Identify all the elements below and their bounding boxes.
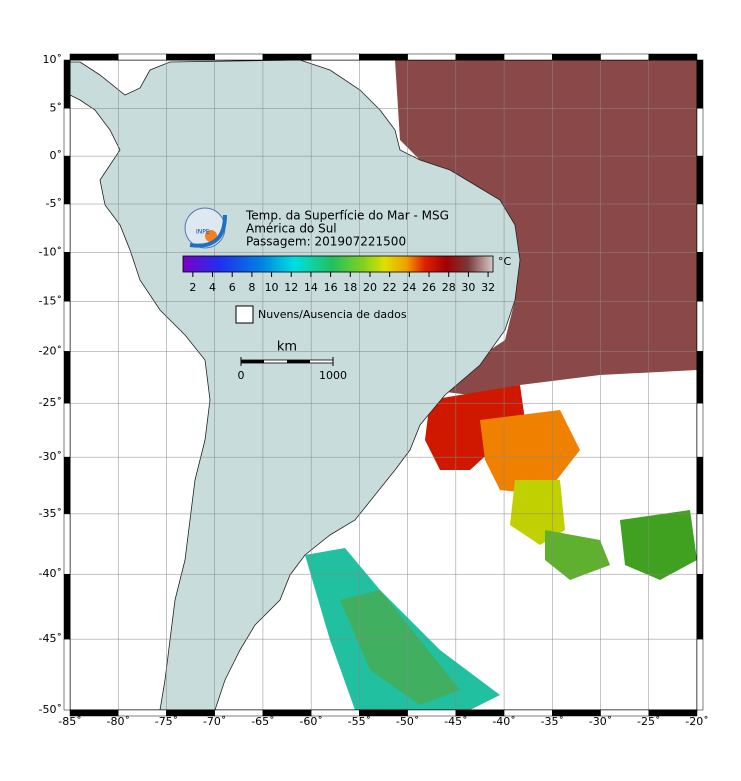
lat-tick-label: 0˚ [50, 149, 63, 162]
lon-tick-label: -65˚ [251, 715, 274, 728]
frame-segment [310, 53, 360, 61]
colorbar-tick-label: 24 [402, 281, 416, 294]
logo-text: INPE [196, 229, 210, 236]
frame-segment [69, 53, 119, 61]
frame-segment [696, 108, 704, 157]
frame-segment [648, 709, 698, 717]
lat-tick-label: 5˚ [50, 101, 63, 114]
frame-segment [696, 573, 704, 640]
scale-bar-segment [241, 360, 264, 363]
frame-segment [214, 53, 264, 61]
lon-tick-label: -60˚ [299, 715, 322, 728]
frame-segment [63, 252, 71, 302]
lat-tick-label: -10˚ [39, 245, 62, 258]
lon-tick-label: -50˚ [396, 715, 419, 728]
frame-segment [63, 59, 71, 109]
frame-segment [63, 301, 71, 352]
lon-tick-label: -40˚ [492, 715, 515, 728]
colorbar-tick-label: 14 [304, 281, 318, 294]
lon-tick-label: -35˚ [541, 715, 564, 728]
sst-field [305, 60, 697, 710]
lon-tick-label: -85˚ [58, 715, 81, 728]
colorbar-tick-label: 8 [248, 281, 255, 294]
frame-segment [648, 53, 698, 61]
frame-segment [696, 513, 704, 575]
frame-segment [696, 402, 704, 458]
colorbar-tick-label: 12 [284, 281, 298, 294]
scale-unit: km [277, 340, 297, 355]
lon-tick-label: -20˚ [685, 715, 708, 728]
lon-tick-label: -80˚ [106, 715, 129, 728]
frame-segment [63, 456, 71, 515]
frame-segment [63, 513, 71, 575]
frame-segment [407, 53, 457, 61]
scale-bar-segment [287, 360, 310, 363]
title-line: América do Sul [246, 222, 337, 236]
lat-tick-label: -45˚ [39, 632, 62, 645]
frame-segment [696, 301, 704, 352]
colorbar-tick-label: 18 [343, 281, 357, 294]
frame-segment [63, 108, 71, 157]
lat-tick-label: -35˚ [39, 507, 62, 520]
logo: INPE [184, 207, 227, 249]
frame-segment [696, 351, 704, 404]
lat-tick-label: -40˚ [39, 567, 62, 580]
lon-tick-label: -45˚ [444, 715, 467, 728]
frame-segment [166, 53, 215, 61]
frame-segment [696, 252, 704, 302]
colorbar-tick-label: 32 [481, 281, 495, 294]
lat-tick-label: 10˚ [43, 53, 63, 66]
lon-tick-label: -75˚ [155, 715, 178, 728]
lon-tick-label: -30˚ [589, 715, 612, 728]
frame-segment [262, 53, 312, 61]
frame-segment [696, 155, 704, 205]
colorbar-tick-label: 30 [461, 281, 475, 294]
colorbar-tick-label: 6 [229, 281, 236, 294]
frame-segment [696, 456, 704, 515]
lon-tick-label: -25˚ [637, 715, 660, 728]
lat-tick-label: -20˚ [39, 344, 62, 357]
frame-segment [600, 53, 650, 61]
colorbar-unit: °C [498, 255, 512, 268]
frame-segment [63, 155, 71, 205]
colorbar [182, 255, 494, 273]
colorbar-tick-label: 26 [422, 281, 436, 294]
scale-tick-label: 1000 [319, 369, 347, 382]
colorbar-tick-label: 20 [363, 281, 377, 294]
frame-segment [696, 59, 704, 109]
frame-segment [503, 53, 553, 61]
title-line: Temp. da Superfície do Mar - MSG [245, 209, 449, 223]
frame-segment [696, 203, 704, 253]
lat-tick-label: -5˚ [46, 197, 62, 210]
colorbar-tick-label: 22 [383, 281, 397, 294]
frame-segment [359, 53, 408, 61]
colorbar-tick-label: 16 [324, 281, 338, 294]
lon-tick-label: -70˚ [203, 715, 226, 728]
frame-segment [455, 53, 505, 61]
scale-tick-label: 0 [238, 369, 245, 382]
frame-segment [552, 53, 601, 61]
colorbar-tick-label: 28 [442, 281, 456, 294]
lat-tick-label: -15˚ [39, 294, 62, 307]
frame-segment [63, 351, 71, 404]
legend-swatch [235, 305, 254, 324]
lat-tick-label: -50˚ [39, 703, 62, 716]
frame-segment [63, 402, 71, 458]
legend-label: Nuvens/Ausencia de dados [258, 308, 407, 321]
lat-tick-label: -25˚ [39, 396, 62, 409]
colorbar-tick-label: 10 [265, 281, 279, 294]
frame-segment [63, 573, 71, 640]
frame-segment [117, 53, 167, 61]
colorbar-tick-label: 2 [189, 281, 196, 294]
frame-segment [696, 638, 704, 711]
title-line: Passagem: 201907221500 [246, 235, 406, 249]
colorbar-tick-label: 4 [209, 281, 216, 294]
frame-segment [63, 203, 71, 253]
lon-tick-label: -55˚ [348, 715, 371, 728]
frame-segment [63, 638, 71, 711]
lat-tick-label: -30˚ [39, 450, 62, 463]
